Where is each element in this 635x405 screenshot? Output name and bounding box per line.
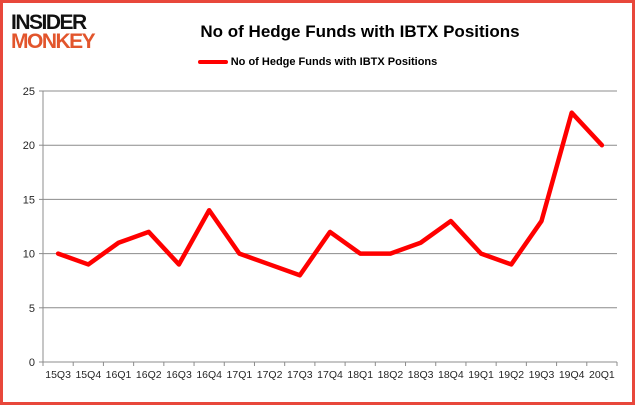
x-axis-label: 18Q2 <box>378 369 404 381</box>
x-axis-label: 19Q3 <box>529 369 555 381</box>
y-axis-label: 15 <box>23 194 35 206</box>
x-axis-label: 18Q3 <box>408 369 434 381</box>
chart-legend: No of Hedge Funds with IBTX Positions <box>3 56 632 68</box>
chart-header: INSIDER MONKEY No of Hedge Funds with IB… <box>8 8 627 56</box>
page-title: No of Hedge Funds with IBTX Positions <box>200 22 520 41</box>
x-axis-label: 17Q2 <box>257 369 283 381</box>
y-axis-label: 10 <box>23 249 35 261</box>
x-axis-label: 15Q3 <box>45 369 71 381</box>
x-axis-label: 16Q3 <box>166 369 192 381</box>
data-series-line <box>55 110 605 278</box>
legend-label: No of Hedge Funds with IBTX Positions <box>230 56 438 68</box>
x-axis-label: 17Q4 <box>317 369 343 381</box>
x-axis-label: 17Q1 <box>227 369 253 381</box>
y-axis-label: 5 <box>29 303 35 315</box>
x-axis-label: 19Q1 <box>468 369 494 381</box>
x-axis-label: 18Q1 <box>347 369 373 381</box>
x-axis-label: 16Q1 <box>106 369 132 381</box>
x-axis-label: 15Q4 <box>75 369 101 381</box>
y-axis-label: 25 <box>23 86 35 98</box>
x-axis-label: 17Q3 <box>287 369 313 381</box>
x-axis-label: 18Q4 <box>438 369 464 381</box>
x-axis-label: 19Q4 <box>559 369 585 381</box>
legend-item: No of Hedge Funds with IBTX Positions <box>197 56 438 68</box>
y-axis-label: 0 <box>29 357 35 369</box>
x-axis-label: 16Q2 <box>136 369 162 381</box>
legend-line-marker-icon <box>197 60 228 64</box>
chart-plot-area: 0 5 10 15 20 25 15Q3 15Q4 16Q1 16Q2 16Q3 16Q4 17Q1 17… <box>23 86 618 381</box>
x-axis-label: 16Q4 <box>196 369 222 381</box>
y-axis-label: 20 <box>23 140 35 152</box>
logo-text-monkey: MONKEY <box>11 30 96 53</box>
x-axis-label: 20Q1 <box>589 369 615 381</box>
x-axis-label: 19Q2 <box>498 369 524 381</box>
insider-monkey-logo: INSIDER MONKEY <box>8 10 113 53</box>
logo-text-insider: INSIDER <box>11 10 87 34</box>
